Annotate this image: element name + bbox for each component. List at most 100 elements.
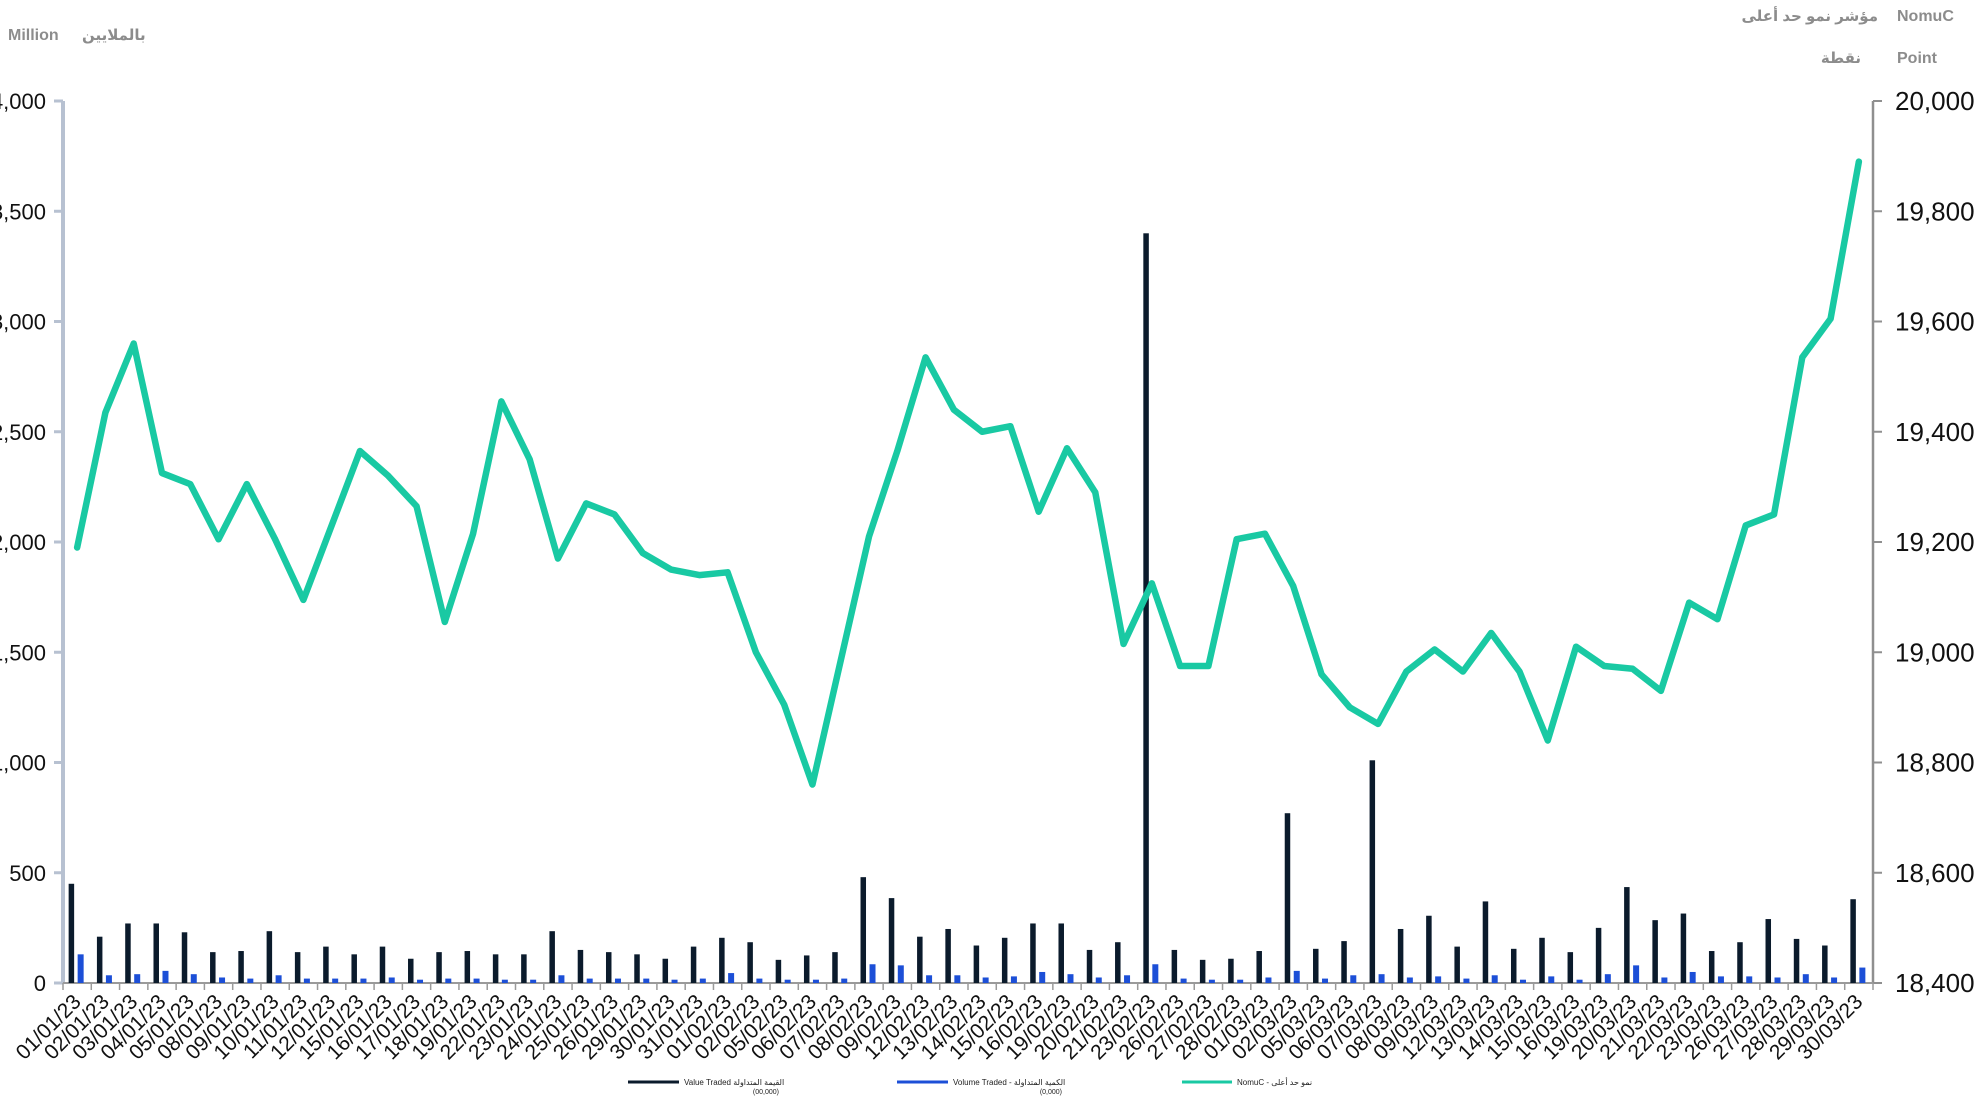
nomuc-point bbox=[1657, 687, 1664, 694]
nomuc-point bbox=[554, 555, 561, 562]
volume-traded-bar bbox=[1237, 979, 1244, 983]
nomuc-point bbox=[809, 781, 816, 788]
value-traded-bar bbox=[747, 942, 753, 983]
legend-note-volume-traded: (0,000) bbox=[1040, 1089, 1062, 1096]
right-axis-unit-ar: نقطة bbox=[1821, 50, 1861, 67]
y-right-tick-label: 18,600 bbox=[1895, 858, 1975, 888]
value-traded-bar bbox=[1765, 919, 1772, 983]
y-left-tick-label: 0 bbox=[34, 971, 46, 996]
volume-traded-bar bbox=[954, 975, 961, 983]
y-right-tick-label: 19,000 bbox=[1895, 637, 1975, 667]
volume-traded-bar bbox=[1293, 970, 1300, 983]
volume-traded-bar bbox=[869, 964, 876, 983]
volume-traded-bar bbox=[1124, 975, 1131, 983]
nomuc-point bbox=[922, 354, 929, 361]
nomuc-point bbox=[1799, 354, 1806, 361]
volume-traded-bar bbox=[841, 978, 848, 983]
volume-traded-bar bbox=[926, 975, 933, 983]
value-traded-bar bbox=[662, 958, 669, 983]
y-left-tick-label: 3,000 bbox=[0, 310, 46, 335]
volume-traded-bar bbox=[1435, 976, 1442, 983]
y-right-tick-label: 20,000 bbox=[1895, 86, 1975, 116]
nomuc-point bbox=[300, 596, 307, 603]
legend-label-volume-traded: Volume Traded - الكمية المتداولة bbox=[953, 1078, 1065, 1087]
value-traded-bar bbox=[577, 949, 584, 983]
nomuc-point bbox=[1261, 530, 1268, 537]
volume-traded-bar bbox=[614, 978, 621, 983]
value-traded-bar bbox=[1030, 923, 1036, 983]
value-traded-bar bbox=[1822, 945, 1828, 983]
value-traded-bar bbox=[1793, 938, 1800, 983]
value-traded-bar bbox=[605, 952, 612, 983]
nomuc-point bbox=[1007, 423, 1014, 430]
right-y-axis-ticks: 18,400 18,600 18,800 19,000 19,200 19,400 19,6… bbox=[1873, 86, 1975, 998]
value-traded-bar bbox=[379, 946, 386, 983]
nomuc-point bbox=[1742, 522, 1749, 529]
volume-traded-bar bbox=[1831, 977, 1838, 983]
volume-traded-bar bbox=[1152, 964, 1159, 983]
value-traded-bar bbox=[1171, 949, 1178, 983]
nomuc-point bbox=[243, 481, 250, 488]
nomuc-point bbox=[781, 701, 788, 708]
volume-traded-bar bbox=[530, 979, 537, 983]
left-axis-unit-ar: بالملايين bbox=[82, 27, 146, 44]
volume-traded-bar bbox=[1378, 974, 1385, 983]
value-traded-bar bbox=[1369, 760, 1376, 983]
nomuc-point bbox=[724, 569, 731, 576]
value-traded-bar bbox=[775, 959, 782, 983]
nomuc-point bbox=[894, 448, 901, 455]
nomuc-point bbox=[611, 511, 618, 518]
nomuc-point bbox=[158, 470, 165, 477]
volume-traded-bar bbox=[699, 978, 706, 983]
value-traded-bar bbox=[125, 923, 131, 983]
nomuc-point bbox=[1403, 668, 1410, 675]
value-traded-bar bbox=[1680, 913, 1687, 983]
value-traded-bar bbox=[945, 928, 951, 983]
volume-traded-bar bbox=[1661, 977, 1668, 983]
value-traded-bar bbox=[1652, 920, 1658, 983]
volume-traded-bar bbox=[388, 977, 395, 983]
value-traded-bar bbox=[1086, 949, 1093, 983]
value-traded-bar bbox=[1058, 923, 1064, 983]
nomuc-point bbox=[583, 500, 590, 507]
value-traded-bar bbox=[1228, 958, 1234, 983]
nomuc-point bbox=[1714, 616, 1721, 623]
nomuc-point bbox=[1092, 489, 1099, 496]
nomuc-point bbox=[1827, 315, 1834, 322]
chart-axes bbox=[61, 101, 1875, 984]
volume-traded-bar bbox=[1095, 977, 1102, 983]
value-traded-bar bbox=[238, 951, 244, 983]
volume-traded-bar bbox=[756, 978, 763, 983]
right-axis-unit-en: Point bbox=[1897, 50, 1938, 67]
y-left-tick-label: 1,500 bbox=[0, 640, 46, 665]
nomuc-point bbox=[639, 550, 646, 557]
value-traded-bar bbox=[351, 954, 357, 983]
nomuc-point bbox=[866, 533, 873, 540]
right-axis-title-en: NomuC bbox=[1897, 8, 1954, 25]
volume-traded-bar bbox=[1406, 977, 1413, 983]
volume-traded-bar bbox=[190, 974, 197, 983]
y-right-tick-label: 19,600 bbox=[1895, 307, 1975, 337]
value-traded-bar bbox=[832, 952, 838, 983]
volume-traded-bar bbox=[501, 979, 508, 983]
nomuc-point bbox=[1177, 663, 1184, 670]
y-left-tick-label: 4,000 bbox=[0, 89, 46, 114]
volume-traded-bar bbox=[1717, 976, 1724, 983]
volume-traded-bar bbox=[1633, 965, 1640, 983]
volume-traded-bar bbox=[643, 978, 650, 983]
value-traded-bar bbox=[1482, 901, 1489, 983]
volume-traded-bar bbox=[1180, 978, 1187, 983]
value-traded-bar bbox=[1510, 948, 1517, 983]
nomuc-point bbox=[385, 472, 392, 479]
nomuc-point bbox=[1855, 158, 1862, 165]
value-traded-bar bbox=[888, 898, 895, 983]
nomuc-point bbox=[1516, 668, 1523, 675]
nomuc-point bbox=[950, 406, 957, 413]
value-traded-bar bbox=[973, 945, 980, 983]
value-traded-bar bbox=[1708, 951, 1715, 983]
volume-traded-bar bbox=[982, 977, 989, 983]
volume-traded-bar bbox=[332, 978, 339, 983]
legend-item-value-traded: Value Traded القيمة المتداولة (00,000) bbox=[628, 1078, 784, 1096]
value-traded-bar bbox=[1341, 941, 1347, 983]
